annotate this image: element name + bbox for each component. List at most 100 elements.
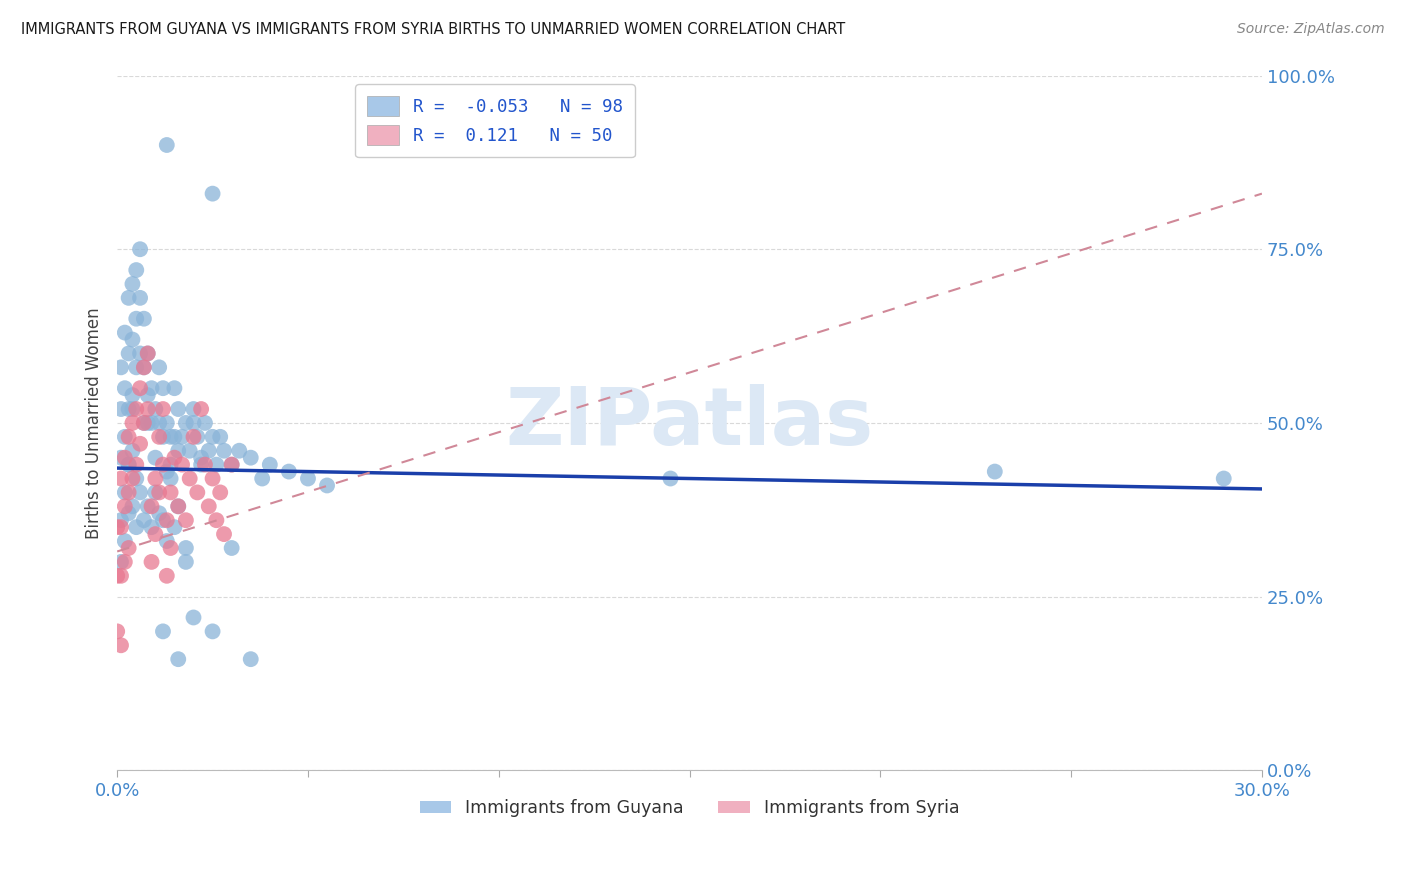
Legend: Immigrants from Guyana, Immigrants from Syria: Immigrants from Guyana, Immigrants from … xyxy=(413,792,966,824)
Point xyxy=(221,541,243,555)
Point xyxy=(186,485,208,500)
Point xyxy=(114,326,136,340)
Point xyxy=(148,430,170,444)
Point xyxy=(117,346,139,360)
Point xyxy=(152,402,174,417)
Text: ZIPatlas: ZIPatlas xyxy=(505,384,873,462)
Point xyxy=(167,443,190,458)
Point xyxy=(121,333,143,347)
Y-axis label: Births to Unmarried Women: Births to Unmarried Women xyxy=(86,307,103,539)
Point xyxy=(117,541,139,555)
Point xyxy=(125,520,148,534)
Point xyxy=(152,381,174,395)
Point xyxy=(190,402,212,417)
Point xyxy=(136,416,159,430)
Point xyxy=(250,471,273,485)
Point xyxy=(136,402,159,417)
Point xyxy=(174,541,197,555)
Point xyxy=(152,430,174,444)
Point xyxy=(110,569,132,583)
Point xyxy=(110,520,132,534)
Point xyxy=(186,430,208,444)
Point xyxy=(143,471,166,485)
Point xyxy=(167,500,190,514)
Point xyxy=(141,416,163,430)
Point xyxy=(228,443,250,458)
Point xyxy=(132,416,155,430)
Point xyxy=(117,458,139,472)
Text: IMMIGRANTS FROM GUYANA VS IMMIGRANTS FROM SYRIA BIRTHS TO UNMARRIED WOMEN CORREL: IMMIGRANTS FROM GUYANA VS IMMIGRANTS FRO… xyxy=(21,22,845,37)
Point xyxy=(163,520,186,534)
Point xyxy=(174,416,197,430)
Point xyxy=(121,416,143,430)
Point xyxy=(170,458,193,472)
Point xyxy=(141,555,163,569)
Point xyxy=(110,471,132,485)
Text: Source: ZipAtlas.com: Source: ZipAtlas.com xyxy=(1237,22,1385,37)
Point xyxy=(159,458,181,472)
Point xyxy=(167,402,190,417)
Point xyxy=(159,471,181,485)
Point xyxy=(148,485,170,500)
Point xyxy=(121,402,143,417)
Point xyxy=(114,500,136,514)
Point xyxy=(132,513,155,527)
Point xyxy=(163,430,186,444)
Point xyxy=(141,500,163,514)
Point xyxy=(190,450,212,465)
Point xyxy=(152,513,174,527)
Point xyxy=(121,277,143,291)
Point xyxy=(129,437,152,451)
Point xyxy=(117,506,139,520)
Point xyxy=(209,485,232,500)
Point xyxy=(156,138,179,153)
Point xyxy=(148,416,170,430)
Point xyxy=(179,443,201,458)
Point xyxy=(212,443,235,458)
Point xyxy=(152,458,174,472)
Point xyxy=(117,430,139,444)
Point xyxy=(183,610,205,624)
Point xyxy=(190,458,212,472)
Point xyxy=(110,360,132,375)
Point xyxy=(129,381,152,395)
Point xyxy=(239,450,262,465)
Point xyxy=(132,360,155,375)
Point xyxy=(117,291,139,305)
Point xyxy=(114,534,136,549)
Point xyxy=(156,569,179,583)
Point xyxy=(105,569,128,583)
Point xyxy=(125,263,148,277)
Point xyxy=(110,450,132,465)
Point xyxy=(205,458,228,472)
Point xyxy=(110,638,132,652)
Point xyxy=(205,513,228,527)
Point xyxy=(194,458,217,472)
Point xyxy=(132,311,155,326)
Point xyxy=(201,186,224,201)
Point xyxy=(136,500,159,514)
Point xyxy=(152,624,174,639)
Point xyxy=(110,402,132,417)
Point xyxy=(121,500,143,514)
Point xyxy=(167,652,190,666)
Point xyxy=(984,465,1007,479)
Point xyxy=(183,416,205,430)
Point xyxy=(114,555,136,569)
Point xyxy=(141,381,163,395)
Point xyxy=(117,485,139,500)
Point xyxy=(136,346,159,360)
Point xyxy=(110,555,132,569)
Point xyxy=(132,416,155,430)
Point xyxy=(156,513,179,527)
Point xyxy=(174,513,197,527)
Point xyxy=(174,555,197,569)
Point xyxy=(121,471,143,485)
Point xyxy=(201,471,224,485)
Point xyxy=(212,527,235,541)
Point xyxy=(194,416,217,430)
Point xyxy=(183,402,205,417)
Point xyxy=(170,430,193,444)
Point xyxy=(121,388,143,402)
Point xyxy=(159,485,181,500)
